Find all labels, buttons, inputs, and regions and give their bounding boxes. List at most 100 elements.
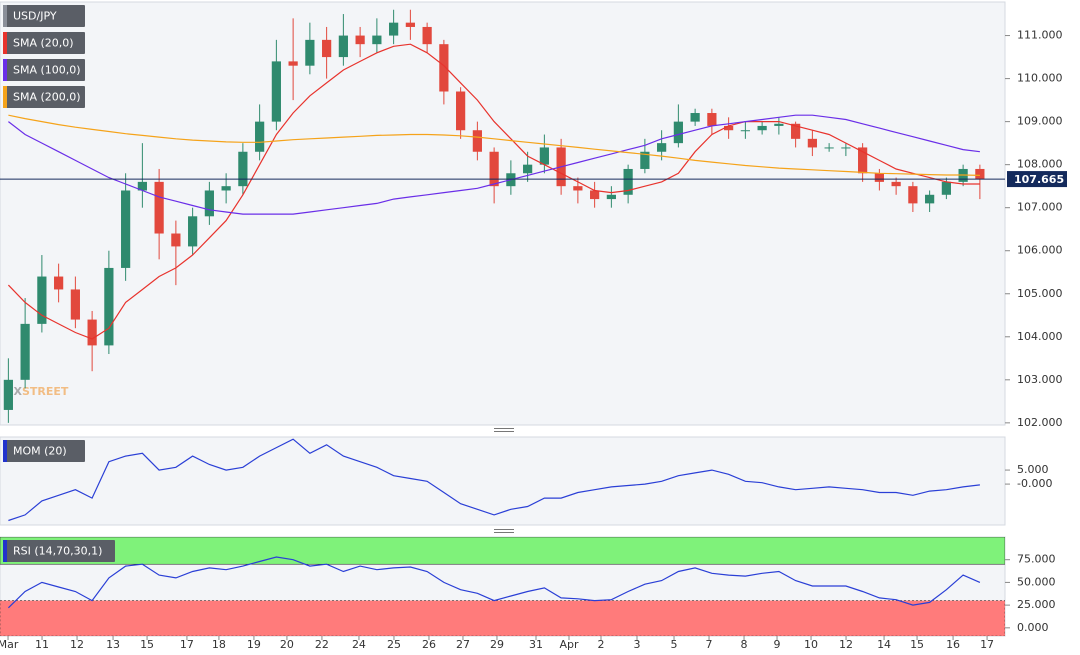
candle-body xyxy=(707,113,717,126)
candle-body xyxy=(422,26,432,45)
legend-box xyxy=(3,59,85,81)
candle-body xyxy=(271,61,281,122)
y-tick-label: 104.000 xyxy=(1017,330,1063,343)
x-tick-label: 9 xyxy=(774,638,781,651)
last-price-tag xyxy=(1007,171,1067,188)
plot: FXSTREET xyxy=(3,9,985,423)
candle-body xyxy=(908,186,918,204)
x-tick-label: 12 xyxy=(839,638,853,651)
y-tick-label: 103.000 xyxy=(1017,373,1063,386)
candle-body xyxy=(573,186,583,191)
candle-body xyxy=(891,181,901,187)
x-tick-label: 15 xyxy=(910,638,924,651)
legend-label: MOM (20) xyxy=(13,445,67,458)
candle-body xyxy=(757,125,767,131)
candle-body xyxy=(740,130,750,132)
plot xyxy=(8,438,980,522)
candle-body xyxy=(874,173,884,182)
last-price-label: 107.665 xyxy=(1014,173,1064,186)
candle-body xyxy=(623,168,633,195)
series-line xyxy=(8,114,980,215)
legend-box xyxy=(3,32,85,54)
x-tick-label: 13 xyxy=(106,638,120,651)
y-tick-label: 110.000 xyxy=(1017,72,1063,85)
candle-body xyxy=(606,194,616,200)
legend-swatch xyxy=(3,540,7,562)
x-tick-label: 14 xyxy=(877,638,891,651)
x-tick-label: 24 xyxy=(352,638,366,651)
y-tick-label: 109.000 xyxy=(1017,115,1063,128)
candle-body xyxy=(171,233,181,247)
candle-body xyxy=(523,164,533,174)
candle-body xyxy=(472,130,482,152)
candle-body xyxy=(54,276,64,290)
candle-body xyxy=(657,143,667,152)
x-tick-label: 11 xyxy=(35,638,49,651)
x-tick-label: Mar xyxy=(0,638,19,651)
x-tick-label: 17 xyxy=(980,638,994,651)
series-line xyxy=(8,114,980,176)
x-tick-label: 12 xyxy=(70,638,84,651)
candle-body xyxy=(221,186,231,191)
candle-body xyxy=(104,267,114,346)
candle-body xyxy=(456,91,466,131)
x-tick-label: 5 xyxy=(671,638,678,651)
candle-body xyxy=(439,44,449,92)
x-tick-label: 7 xyxy=(706,638,713,651)
x-tick-label: 8 xyxy=(741,638,748,651)
candle-body xyxy=(121,190,131,268)
candle-body xyxy=(724,125,734,131)
panel-bg xyxy=(0,1,1006,426)
legend-label: RSI (14,70,30,1) xyxy=(13,545,102,558)
series-line xyxy=(7,556,981,609)
candle-body xyxy=(690,113,700,122)
candle-body xyxy=(975,168,985,180)
y-tick-label: 108.000 xyxy=(1017,158,1063,171)
candle-body xyxy=(154,181,164,234)
candle-body xyxy=(925,194,935,204)
x-tick-label: 2 xyxy=(597,638,604,651)
y-tick-label: 111.000 xyxy=(1017,29,1063,42)
candle-body xyxy=(389,22,399,36)
legend-label: USD/JPY xyxy=(13,10,57,23)
plot xyxy=(0,537,1005,636)
y-tick-label: 102.000 xyxy=(1017,416,1063,429)
series-line xyxy=(8,438,980,522)
candle-body xyxy=(774,123,784,126)
candle-body xyxy=(590,190,600,200)
candle-body xyxy=(640,151,650,169)
legend-box xyxy=(3,5,85,27)
candle-body xyxy=(238,151,248,187)
x-tick-label: 27 xyxy=(456,638,470,651)
y-tick-label: 50.000 xyxy=(1017,575,1056,588)
x-tick-label: 16 xyxy=(946,638,960,651)
candle-body xyxy=(858,147,868,174)
y-tick-label: 105.000 xyxy=(1017,287,1063,300)
y-tick-label: 25.000 xyxy=(1017,598,1056,611)
x-tick-label: 26 xyxy=(422,638,436,651)
legend-box xyxy=(3,440,85,462)
x-tick-label: 17 xyxy=(180,638,194,651)
candle-body xyxy=(3,379,13,410)
y-tick-label: 75.000 xyxy=(1017,553,1056,566)
candle-body xyxy=(841,147,851,149)
watermark-part: STREET xyxy=(22,385,69,398)
candle-body xyxy=(188,216,198,247)
x-tick-label: 22 xyxy=(315,638,329,651)
candle-body xyxy=(807,138,817,148)
watermark: FXSTREET xyxy=(6,385,69,398)
candle-body xyxy=(539,147,549,165)
candle-body xyxy=(941,181,951,195)
x-tick-label: 19 xyxy=(247,638,261,651)
candle-body xyxy=(405,22,415,27)
panel-bg xyxy=(0,436,1006,526)
candle-body xyxy=(372,35,382,45)
candle-body xyxy=(288,61,298,66)
candle-body xyxy=(255,121,265,152)
candle-body xyxy=(355,35,365,45)
candle-body xyxy=(204,190,214,217)
candle-body xyxy=(305,39,315,66)
x-tick-label: 20 xyxy=(280,638,294,651)
x-tick-label: 10 xyxy=(804,638,818,651)
